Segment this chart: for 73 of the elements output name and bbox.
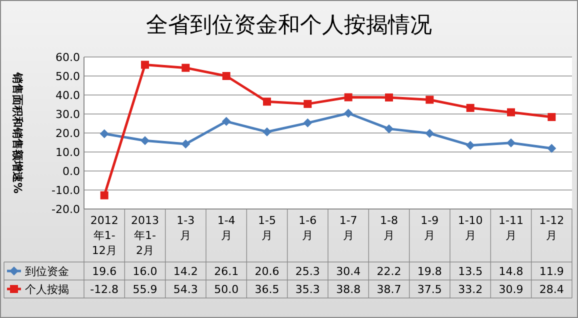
point — [222, 116, 231, 126]
point — [263, 98, 271, 106]
data-label: 13.5 — [458, 265, 483, 278]
data-label: 14.2 — [173, 265, 198, 278]
data-label: 37.5 — [417, 283, 442, 296]
data-label: 19.8 — [417, 265, 442, 278]
x-tick-label: 2013年1-2月 — [131, 214, 159, 257]
x-tick-label: 1-12月 — [539, 214, 564, 242]
data-label: 38.8 — [336, 283, 361, 296]
x-tick-label: 1-11月 — [498, 214, 524, 242]
y-tick-label: 20.0 — [56, 127, 80, 140]
chart-title: 全省到位资金和个人按揭情况 — [146, 13, 432, 38]
data-label: 22.2 — [376, 265, 402, 278]
data-label: 50.0 — [214, 283, 239, 296]
data-label: 16.0 — [132, 265, 158, 278]
point — [385, 93, 393, 102]
x-tick-label: 1-4月 — [217, 214, 236, 242]
data-label: 33.2 — [458, 283, 483, 296]
data-label: 30.4 — [336, 265, 361, 278]
y-tick-label: -10.0 — [52, 184, 80, 197]
y-tick-label: 50.0 — [56, 70, 80, 83]
x-tick-label: 2012年1-12月 — [90, 214, 118, 257]
point — [100, 191, 108, 200]
y-tick-label: 40.0 — [56, 89, 80, 102]
point — [100, 129, 109, 138]
point — [507, 108, 515, 116]
legend-label: 到位资金 — [25, 265, 69, 278]
data-label: 20.6 — [254, 265, 280, 278]
point — [141, 60, 149, 69]
point — [466, 104, 474, 112]
x-tick-label: 1-7月 — [339, 214, 358, 242]
x-tick-label: 1-10月 — [458, 214, 483, 242]
point — [426, 96, 434, 104]
data-label: 26.1 — [214, 265, 239, 278]
data-label: 28.4 — [539, 283, 564, 296]
x-tick-label: 1-3月 — [176, 214, 195, 242]
point — [466, 140, 475, 150]
x-tick-label: 1-5月 — [258, 214, 276, 242]
point — [182, 64, 190, 72]
point — [548, 113, 556, 122]
point — [425, 128, 434, 138]
y-tick-label: -20.0 — [52, 203, 80, 216]
data-label: 55.9 — [132, 283, 158, 296]
data-label: 11.9 — [539, 265, 564, 278]
x-tick-label: 1-8月 — [380, 214, 398, 242]
data-label: 19.6 — [92, 265, 117, 278]
data-label: 30.9 — [498, 283, 524, 296]
data-label: 25.3 — [295, 265, 320, 278]
y-tick-label: 10.0 — [56, 146, 80, 159]
data-label: -12.8 — [90, 283, 119, 296]
point — [344, 93, 352, 102]
data-label: 54.3 — [173, 283, 198, 296]
data-label: 36.5 — [254, 283, 280, 296]
legend-label: 个人按揭 — [25, 283, 69, 296]
y-tick-label: 0.0 — [62, 165, 80, 178]
x-tick-label: 1-6月 — [298, 214, 317, 242]
data-label: 38.7 — [376, 283, 402, 296]
x-tick-label: 1-9月 — [420, 214, 439, 242]
data-label: 35.3 — [295, 283, 320, 296]
point — [140, 136, 150, 146]
point — [181, 140, 190, 149]
point — [506, 138, 516, 148]
data-label: 14.8 — [498, 265, 524, 278]
y-tick-label: 30.0 — [56, 108, 80, 121]
point — [384, 124, 394, 134]
point — [304, 100, 312, 108]
point — [303, 118, 312, 128]
point — [547, 144, 556, 153]
y-tick-label: 60.0 — [56, 51, 80, 64]
point — [222, 72, 230, 80]
y-axis-title: 销售面积和销售额增速% — [11, 71, 24, 194]
point — [262, 127, 272, 136]
point — [344, 108, 353, 118]
